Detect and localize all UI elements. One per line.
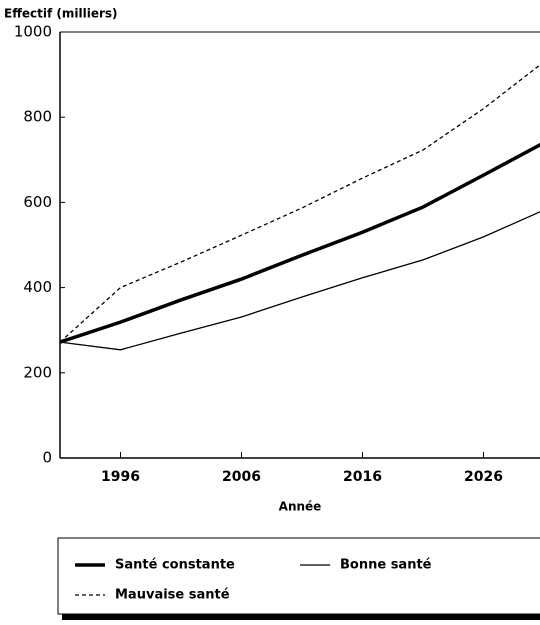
- series-line: [60, 142, 540, 344]
- y-tick-label: 1000: [14, 23, 52, 41]
- y-tick-label: 600: [23, 193, 52, 211]
- x-tick-label: 2026: [464, 469, 503, 485]
- x-tick-label: 2016: [343, 469, 382, 485]
- legend-label: Bonne santé: [340, 558, 432, 573]
- y-tick-label: 0: [42, 449, 52, 467]
- legend-label: Mauvaise santé: [115, 588, 230, 603]
- x-tick-label: 1996: [101, 469, 140, 485]
- y-tick-label: 400: [23, 278, 52, 296]
- legend-label: Santé constante: [115, 558, 235, 573]
- series-line: [60, 211, 540, 351]
- y-tick-label: 800: [23, 108, 52, 126]
- legend-box: [57, 537, 540, 615]
- series-line: [60, 64, 540, 343]
- x-tick-label: 2006: [222, 469, 261, 485]
- legend-shadow: [62, 614, 540, 620]
- y-axis-label: Effectif (milliers): [4, 7, 118, 21]
- x-axis-label: Année: [279, 500, 322, 514]
- y-tick-label: 200: [23, 363, 52, 381]
